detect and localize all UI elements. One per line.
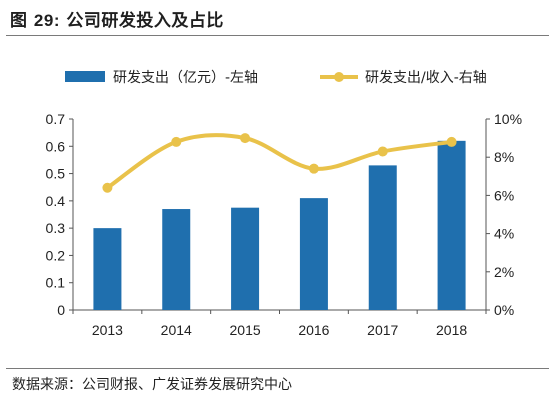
y-right-tick-label: 6% xyxy=(494,187,514,203)
figure-title-text: 公司研发投入及占比 xyxy=(66,11,224,31)
bar xyxy=(162,209,191,310)
legend-line-marker xyxy=(334,72,344,82)
figure-title: 图 29: 公司研发投入及占比 xyxy=(10,6,224,31)
line-point xyxy=(377,146,388,157)
line-point xyxy=(308,163,319,174)
line-point xyxy=(102,182,113,193)
source-note: 数据来源：公司财报、广发证券发展研究中心 xyxy=(12,377,292,393)
y-left-tick-label: 0.2 xyxy=(46,247,66,263)
y-right-tick-label: 10% xyxy=(494,111,522,127)
y-left-tick-label: 0.1 xyxy=(46,275,66,291)
figure-number: 29: xyxy=(33,11,60,30)
x-tick-label: 2016 xyxy=(298,322,329,338)
y-left-tick-label: 0.6 xyxy=(46,138,66,154)
legend-line-label: 研发支出/收入-右轴 xyxy=(365,70,487,86)
ratio-line xyxy=(106,133,452,190)
y-right-tick-label: 2% xyxy=(494,264,514,280)
line-series xyxy=(102,133,457,193)
bar xyxy=(299,198,328,310)
x-tick-label: 2015 xyxy=(230,322,261,338)
bar xyxy=(437,140,466,310)
y-left-tick-label: 0.5 xyxy=(46,166,66,182)
bar-series xyxy=(93,140,466,310)
legend-bar-label: 研发支出（亿元）-左轴 xyxy=(113,70,258,86)
title-rule xyxy=(6,35,549,36)
chart: 研发支出（亿元）-左轴 研发支出/收入-右轴 0 0.1 0.2 0.3 0.4 0.5 0.… xyxy=(46,70,523,338)
x-tick-label: 2013 xyxy=(92,322,123,338)
y-right-tick-label: 8% xyxy=(494,149,514,165)
y-left-tick-label: 0 xyxy=(57,302,65,318)
legend: 研发支出（亿元）-左轴 研发支出/收入-右轴 xyxy=(65,70,487,86)
source-rule xyxy=(6,368,549,369)
line-point xyxy=(171,136,182,147)
bar xyxy=(93,228,122,310)
y-left-tick-label: 0.7 xyxy=(46,111,66,127)
y-right-tick-label: 0% xyxy=(494,302,514,318)
line-point xyxy=(240,133,251,144)
y-left-tick-label: 0.4 xyxy=(46,193,66,209)
figure-label: 图 xyxy=(10,11,28,31)
x-tick-label: 2017 xyxy=(367,322,398,338)
bar xyxy=(368,165,397,310)
axes: 0 0.1 0.2 0.3 0.4 0.5 0.6 0.7 0% 2% 4% 6% 8% 10% 2013 2… xyxy=(46,111,523,338)
y-right-tick-label: 4% xyxy=(494,226,514,242)
bar xyxy=(231,207,260,310)
legend-bar-swatch xyxy=(65,71,105,82)
x-tick-label: 2018 xyxy=(436,322,467,338)
x-tick-label: 2014 xyxy=(161,322,192,338)
line-point xyxy=(446,136,457,147)
y-left-tick-label: 0.3 xyxy=(46,220,66,236)
